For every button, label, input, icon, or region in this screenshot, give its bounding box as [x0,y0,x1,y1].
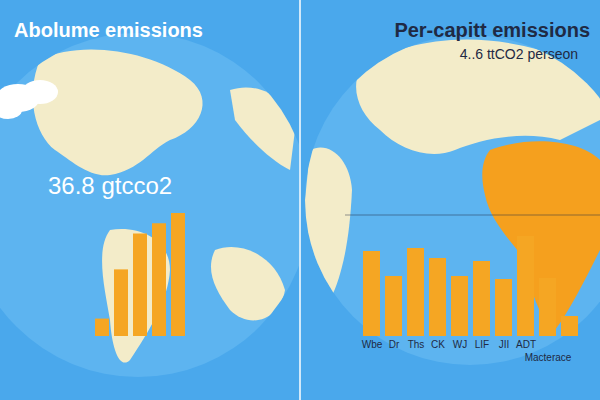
svg-text:WJ: WJ [453,339,467,350]
svg-text:Macterace: Macterace [525,352,572,363]
svg-text:Ths: Ths [408,339,425,350]
html-text:36.8 gtcco2: 36.8 gtcco2 [48,172,173,199]
html-text:4..6 ttCO2 perseon: 4..6 ttCO2 perseon [459,46,578,62]
svg-text:ADT: ADT [516,339,536,350]
svg-text:CK: CK [431,339,445,350]
svg-text:Wbe: Wbe [362,339,383,350]
html-text:Abolume emissions: Abolume emissions [14,19,203,41]
svg-text:JII: JII [499,339,510,350]
svg-text:Dr: Dr [389,339,400,350]
html-text:Per-capitt emissions: Per-capitt emissions [394,19,590,41]
svg-text:LIF: LIF [475,339,489,350]
